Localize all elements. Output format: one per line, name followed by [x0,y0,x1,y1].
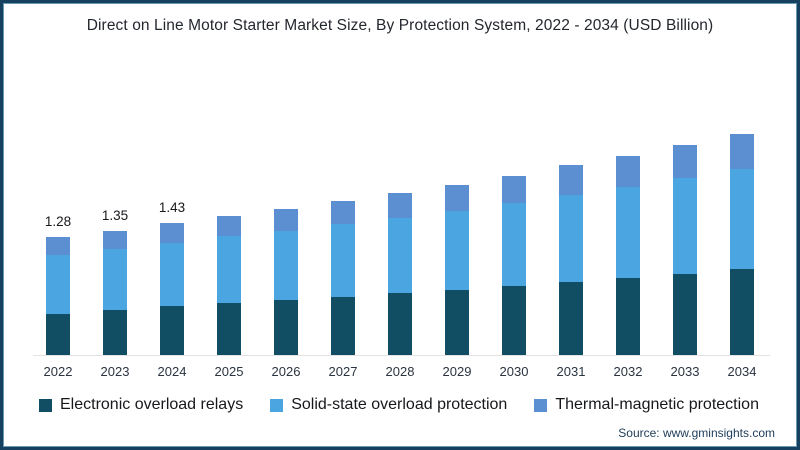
legend-label: Solid-state overload protection [291,396,508,413]
bar-2034 [730,134,754,355]
bar-2024 [160,223,184,355]
x-tick-label: 2030 [499,364,529,379]
bar-2029 [445,184,469,355]
bar-2028 [388,193,412,355]
x-tick-label: 2024 [157,364,187,379]
bar-segment [559,165,583,195]
x-tick-label: 2023 [100,364,130,379]
bar-segment [616,156,640,187]
bar-segment [616,277,640,355]
x-tick-label: 2033 [670,364,700,379]
bar-segment [559,282,583,355]
bar-segment [46,313,70,355]
legend-swatch-icon [534,398,548,412]
bar-2031 [559,165,583,355]
bar-segment [160,223,184,243]
bar-2025 [217,216,241,355]
legend-label: Electronic overload relays [60,396,244,413]
bar-segment [274,299,298,355]
legend-item-electronic-overload-relays: Electronic overload relays [39,396,243,414]
bar-segment [388,193,412,218]
bar-value-label: 1.43 [158,200,186,216]
x-tick-label: 2026 [271,364,301,379]
bar-value-label: 1.28 [44,214,72,230]
x-tick-label: 2032 [613,364,643,379]
bar-segment [103,309,127,355]
x-tick-label: 2031 [556,364,586,379]
bar-segment [616,186,640,278]
bar-segment [103,230,127,250]
chart-title: Direct on Line Motor Starter Market Size… [86,17,714,34]
x-tick-label: 2027 [328,364,358,379]
bar-segment [559,194,583,283]
bar-segment [217,302,241,355]
legend-swatch-icon [270,398,284,412]
bar-2027 [331,201,355,355]
legend-label: Thermal-magnetic protection [555,396,759,413]
bar-segment [274,208,298,231]
bar-segment [502,203,526,286]
bar-segment [502,285,526,355]
bar-segment [160,242,184,307]
bar-2030 [502,175,526,355]
bar-segment [103,249,127,310]
x-tick-label: 2034 [727,364,757,379]
bar-segment [730,134,754,170]
bar-segment [730,169,754,269]
legend: Electronic overload relays Solid-state o… [39,396,759,414]
bar-2023 [103,230,127,355]
legend-item-solid-state-overload-protection: Solid-state overload protection [270,396,507,414]
bar-segment [46,237,70,255]
bar-2033 [673,145,697,355]
bar-2026 [274,208,298,355]
x-tick-label: 2028 [385,364,415,379]
bar-segment [331,201,355,225]
x-tick-label: 2029 [442,364,472,379]
bar-segment [673,274,697,355]
legend-item-thermal-magnetic-protection: Thermal-magnetic protection [534,396,759,414]
bar-segment [217,216,241,237]
legend-swatch-icon [39,398,52,412]
plot-area: 1.28 2022 1.35 2023 1.43 2024 2025 2026 2027 2028… [3,3,797,447]
x-tick-label: 2025 [214,364,244,379]
bar-segment [331,297,355,355]
bar-segment [46,254,70,314]
x-axis-line [33,355,770,356]
bar-segment [445,210,469,290]
bar-segment [274,230,298,300]
source-credit: Source: www.gminsights.com [618,426,775,440]
bar-segment [388,217,412,294]
bar-value-label: 1.35 [101,207,129,223]
bar-segment [502,175,526,204]
bar-segment [445,289,469,355]
x-tick-label: 2022 [43,364,73,379]
bar-segment [445,184,469,211]
bar-segment [673,145,697,179]
bar-segment [388,293,412,355]
bar-segment [331,224,355,298]
bar-segment [673,178,697,275]
bar-segment [217,236,241,303]
bar-2032 [616,156,640,355]
bar-2022 [46,237,70,355]
bar-segment [730,268,754,355]
bar-segment [160,306,184,355]
